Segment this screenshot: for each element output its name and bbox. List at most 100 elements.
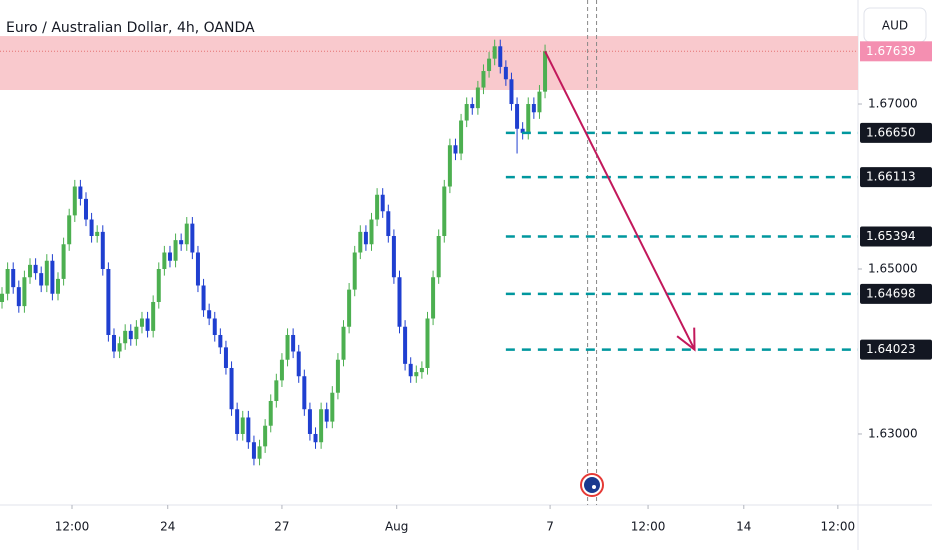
- candle-body: [128, 330, 133, 340]
- y-tick-label: 1.67000: [868, 97, 918, 111]
- candle-body: [537, 91, 542, 113]
- currency-label[interactable]: AUD: [882, 19, 908, 33]
- candle-body: [397, 277, 402, 327]
- candle-body: [235, 409, 240, 434]
- candle-body: [436, 236, 441, 278]
- x-tick-label: 7: [546, 520, 554, 534]
- candle-body: [162, 252, 167, 269]
- level-label: 1.66113: [866, 170, 916, 184]
- level-label: 1.65394: [866, 229, 916, 243]
- candle-body: [0, 293, 5, 302]
- x-tick-label: 12:00: [631, 520, 666, 534]
- level-label-box: [860, 283, 932, 304]
- candle-body: [459, 120, 464, 154]
- candle-body: [22, 277, 27, 307]
- candle-body: [498, 46, 503, 67]
- y-tick-label: 1.63000: [868, 426, 918, 440]
- candle-body: [363, 231, 368, 245]
- candle-body: [526, 104, 531, 133]
- x-tick-label: 14: [736, 520, 751, 534]
- candle-body: [487, 58, 492, 72]
- candle-body: [475, 87, 480, 109]
- level-label: 1.64698: [866, 286, 916, 300]
- candle-body: [83, 198, 88, 220]
- candle-body: [403, 326, 408, 364]
- x-tick-label: 12:00: [55, 520, 90, 534]
- candle-body: [11, 268, 16, 288]
- projection-arrow: [544, 50, 696, 351]
- candle-body: [453, 145, 458, 154]
- x-tick-label: Aug: [385, 520, 408, 534]
- candle-body: [207, 310, 212, 319]
- candle-body: [515, 104, 520, 129]
- candle-body: [229, 367, 234, 410]
- candle-body: [481, 71, 486, 88]
- candle-body: [61, 244, 66, 279]
- candle-body: [313, 433, 318, 443]
- candle-body: [167, 252, 172, 261]
- candle-body: [257, 446, 262, 459]
- candle-body: [425, 318, 430, 368]
- candle-body: [414, 372, 419, 377]
- candle-body: [201, 285, 206, 311]
- candle-body: [263, 425, 268, 447]
- candle-body: [386, 211, 391, 237]
- candle-body: [431, 277, 436, 319]
- level-label-box: [860, 339, 932, 360]
- event-icon[interactable]: [580, 473, 604, 497]
- candle-body: [44, 260, 49, 286]
- candle-body: [509, 79, 514, 105]
- candle-body: [134, 326, 139, 340]
- candle-body: [520, 128, 525, 133]
- supply-zone: [0, 36, 858, 90]
- candle-body: [279, 359, 284, 381]
- candle-body: [369, 219, 374, 245]
- chart-title: Euro / Australian Dollar, 4h, OANDA: [6, 20, 255, 36]
- candle-body: [285, 334, 290, 360]
- candle-body: [106, 268, 111, 335]
- x-tick-label: 27: [274, 520, 289, 534]
- candle-body: [39, 273, 44, 286]
- candle-body: [111, 334, 116, 352]
- candle-body: [324, 409, 329, 422]
- candle-body: [173, 240, 178, 261]
- candle-body: [330, 392, 335, 422]
- candle-body: [296, 351, 301, 377]
- candle-body: [319, 409, 324, 443]
- candle-body: [195, 252, 200, 286]
- candle-body: [16, 287, 21, 307]
- candle-body: [268, 400, 273, 426]
- candle-body: [246, 417, 251, 443]
- candle-body: [251, 442, 256, 459]
- candle-body: [302, 376, 307, 410]
- candle-body: [240, 417, 245, 434]
- candle-body: [274, 380, 279, 401]
- candle-body: [145, 318, 150, 331]
- x-tick-label: 12:00: [821, 520, 856, 534]
- candle-body: [151, 301, 156, 331]
- candle-body: [28, 264, 33, 278]
- current-price-label: 1.67639: [866, 44, 916, 58]
- candle-body: [72, 186, 77, 216]
- candle-body: [5, 268, 10, 294]
- candle-body: [100, 231, 105, 269]
- candle-body: [543, 51, 548, 92]
- candle-body: [33, 264, 38, 274]
- candle-body: [352, 252, 357, 290]
- candle-body: [375, 194, 380, 220]
- level-label: 1.64023: [866, 342, 916, 356]
- level-label-box: [860, 167, 932, 188]
- candle-body: [291, 334, 296, 352]
- level-label-box: [860, 226, 932, 247]
- x-tick-label: 24: [160, 520, 175, 534]
- candle-body: [335, 359, 340, 393]
- candle-body: [531, 104, 536, 113]
- level-label: 1.66650: [866, 125, 916, 139]
- candle-body: [223, 347, 228, 368]
- candle-body: [492, 46, 497, 59]
- candle-body: [464, 104, 469, 121]
- candle-body: [50, 260, 55, 294]
- candle-body: [78, 186, 83, 199]
- level-label-box: [860, 122, 932, 143]
